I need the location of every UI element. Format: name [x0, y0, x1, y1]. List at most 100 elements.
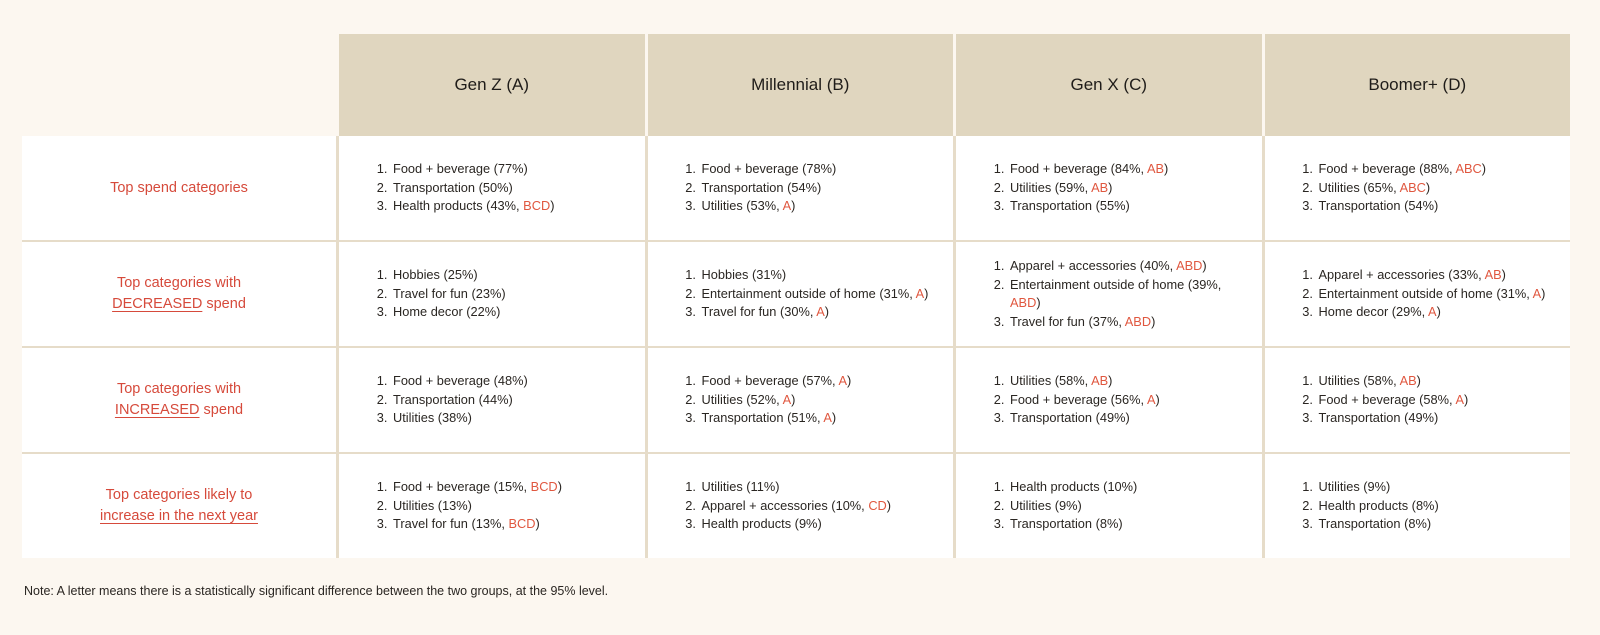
- row-label-text: Top categories with: [116, 275, 242, 291]
- category-text: Utilities (11%): [701, 479, 780, 495]
- category-list: Hobbies (25%) Travel for fun (23%) Home de…: [373, 266, 627, 322]
- category-list-item: Health products (43%, BCD): [391, 197, 627, 216]
- significance-letters: A: [782, 198, 792, 214]
- category-text: Utilities (38%): [393, 410, 472, 426]
- cell-increased-spend-boomer: Utilities (58%, AB)Food + beverage (58%,…: [1261, 346, 1570, 452]
- row-label-text: spend: [199, 402, 244, 418]
- category-list-item: Utilities (58%, AB): [1008, 372, 1244, 391]
- cell-increased-spend-gen-x: Utilities (58%, AB)Food + beverage (56%,…: [953, 346, 1262, 452]
- category-list: Food + beverage (88%, ABC)Utilities (65%…: [1299, 160, 1553, 216]
- column-header-gen-x: Gen X (C): [953, 34, 1262, 136]
- category-list-item: Travel for fun (30%, A): [700, 303, 936, 322]
- category-text: Health products (10%): [1010, 479, 1138, 495]
- category-list-item: Entertainment outside of home (31%, A): [700, 285, 936, 304]
- category-list: Food + beverage (48%) Transportation (44%…: [373, 372, 627, 428]
- cell-likely-increase-gen-x: Health products (10%) Utilities (9%) Trans…: [953, 452, 1262, 558]
- category-text: Transportation (8%): [1010, 516, 1123, 532]
- category-list: Health products (10%) Utilities (9%) Trans…: [990, 478, 1244, 534]
- cell-top-spend-boomer: Food + beverage (88%, ABC)Utilities (65%…: [1261, 136, 1570, 240]
- category-list: Food + beverage (77%) Transportation (50%…: [373, 160, 627, 216]
- cell-likely-increase-gen-z: Food + beverage (15%, BCD)Utilities (13%…: [336, 452, 645, 558]
- cell-top-spend-millennial: Food + beverage (78%) Transportation (54%…: [644, 136, 953, 240]
- table-row-likely-increase: Top categories likely to increase in the …: [22, 452, 1570, 558]
- significance-letters: A: [1428, 304, 1437, 320]
- category-list-item: Food + beverage (57%, A): [700, 372, 936, 391]
- category-list-item: Food + beverage (56%, A): [1008, 391, 1244, 410]
- category-list-item: Utilities (53%, A): [700, 197, 936, 216]
- category-list-item: Utilities (9%): [1008, 497, 1244, 516]
- column-header-gen-z: Gen Z (A): [336, 34, 645, 136]
- category-list-item: Travel for fun (23%): [391, 285, 627, 304]
- row-label-increased-spend: Top categories with INCREASED spend: [22, 346, 336, 452]
- category-text: Utilities (9%): [1010, 497, 1082, 513]
- category-text: Health products (8%): [1318, 497, 1439, 513]
- cell-top-spend-gen-z: Food + beverage (77%) Transportation (50%…: [336, 136, 645, 240]
- category-text: Food + beverage (48%): [393, 373, 528, 389]
- category-text: Apparel + accessories (40%,: [1010, 258, 1177, 273]
- category-text: Travel for fun (13%,: [393, 516, 509, 532]
- significance-letters: BCD: [523, 198, 551, 214]
- category-list-item: Travel for fun (13%, BCD): [391, 515, 627, 534]
- category-text: Utilities (53%,: [701, 198, 783, 214]
- category-text: Utilities (13%): [393, 497, 472, 513]
- category-list: Utilities (9%) Health products (8%) Transp…: [1299, 478, 1553, 534]
- cell-increased-spend-gen-z: Food + beverage (48%) Transportation (44%…: [336, 346, 645, 452]
- category-text: Transportation (54%): [1318, 198, 1439, 214]
- category-text: Food + beverage (77%): [393, 161, 528, 177]
- category-text: Transportation (49%): [1318, 410, 1439, 426]
- significance-letters: AB: [1146, 161, 1165, 177]
- category-text: Apparel + accessories (10%,: [701, 497, 869, 513]
- cell-decreased-spend-gen-x: Apparel + accessories (40%, ABD)Entertai…: [953, 240, 1262, 346]
- category-list-item: Food + beverage (48%): [391, 372, 627, 391]
- category-list-item: Transportation (49%): [1008, 409, 1244, 428]
- category-text: Entertainment outside of home (31%,: [701, 285, 916, 301]
- category-text: Transportation (54%): [701, 179, 822, 195]
- table-body: Top spend categories Food + beverage (77%…: [22, 136, 1570, 558]
- significance-letters: BCD: [508, 516, 536, 532]
- category-text: Hobbies (31%): [701, 267, 787, 283]
- significance-letters: A: [1532, 285, 1542, 301]
- header-corner: [22, 34, 336, 136]
- category-list-item: Food + beverage (84%, AB): [1008, 160, 1244, 179]
- category-list-item: Entertainment outside of home (31%, A): [1317, 285, 1553, 304]
- significance-letters: A: [816, 304, 825, 320]
- category-list-item: Health products (9%): [700, 515, 936, 534]
- category-list: Utilities (58%, AB)Food + beverage (58%,…: [1299, 372, 1553, 428]
- column-header-millennial: Millennial (B): [644, 34, 953, 136]
- cell-top-spend-gen-x: Food + beverage (84%, AB)Utilities (59%,…: [953, 136, 1262, 240]
- category-list: Apparel + accessories (40%, ABD)Entertai…: [990, 257, 1244, 331]
- category-list: Food + beverage (78%) Transportation (54%…: [682, 160, 936, 216]
- significance-letters: ABD: [1124, 313, 1152, 329]
- significance-letters: ABC: [1399, 179, 1426, 195]
- significance-letters: AB: [1484, 267, 1502, 283]
- cell-likely-increase-boomer: Utilities (9%) Health products (8%) Transp…: [1261, 452, 1570, 558]
- category-list-item: Apparel + accessories (33%, AB): [1317, 266, 1553, 285]
- table-row-increased-spend: Top categories with INCREASED spend Food +…: [22, 346, 1570, 452]
- significance-letters: AB: [1091, 179, 1109, 195]
- category-text: Utilities (58%,: [1318, 373, 1400, 389]
- category-list-item: Transportation (50%): [391, 179, 627, 198]
- category-list: Apparel + accessories (33%, AB)Entertain…: [1299, 266, 1553, 322]
- cell-likely-increase-millennial: Utilities (11%) Apparel + accessories (10…: [644, 452, 953, 558]
- category-list: Food + beverage (84%, AB)Utilities (59%,…: [990, 160, 1244, 216]
- significance-letters: BCD: [530, 479, 558, 495]
- category-list-item: Food + beverage (77%): [391, 160, 627, 179]
- category-list-item: Health products (10%): [1008, 478, 1244, 497]
- category-list-item: Apparel + accessories (40%, ABD): [1008, 257, 1244, 276]
- category-text: Transportation (50%): [393, 179, 513, 195]
- category-list-item: Hobbies (31%): [700, 266, 936, 285]
- row-label-decreased-spend: Top categories with DECREASED spend: [22, 240, 336, 346]
- category-text: Health products (9%): [701, 516, 822, 532]
- category-list-item: Utilities (13%): [391, 497, 627, 516]
- row-label-highlight: increase in the next year: [100, 508, 258, 524]
- category-list-item: Transportation (8%): [1317, 515, 1553, 534]
- table-row-decreased-spend: Top categories with DECREASED spend Hobbie…: [22, 240, 1570, 346]
- category-list-item: Utilities (38%): [391, 409, 627, 428]
- category-text: Apparel + accessories (33%,: [1318, 267, 1485, 283]
- category-list-item: Transportation (8%): [1008, 515, 1244, 534]
- category-list-item: Entertainment outside of home (39%, ABD): [1008, 276, 1244, 313]
- category-text: Food + beverage (84%,: [1010, 161, 1147, 177]
- category-list: Food + beverage (15%, BCD)Utilities (13%…: [373, 478, 627, 534]
- category-list-item: Transportation (54%): [1317, 197, 1553, 216]
- category-list-item: Transportation (51%, A): [700, 409, 936, 428]
